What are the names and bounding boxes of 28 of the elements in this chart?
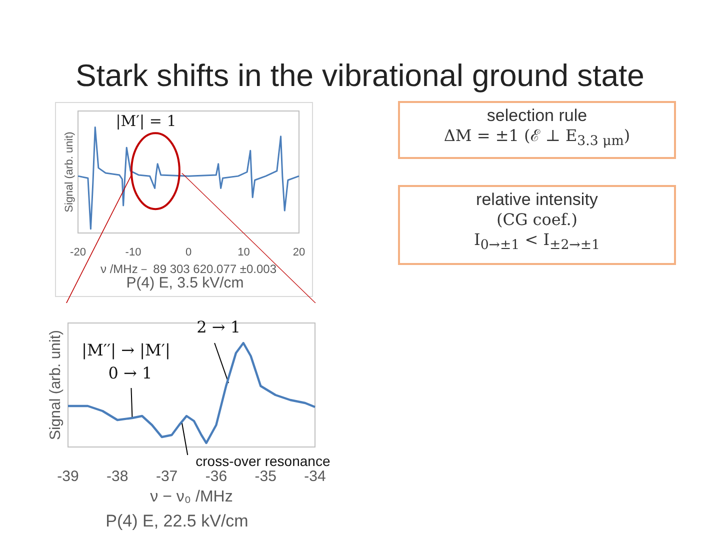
text: (CG coef.) <box>495 210 579 230</box>
y-axis-title: Signal (arb. unit) <box>64 132 76 212</box>
text: ΔM = ±1 (ℰ ⊥ E$_{3.3 μm}$) <box>442 126 632 152</box>
x-axis-title: ν − ν₀ /MHz <box>150 488 233 506</box>
chart-title: Stark shifts in the vibrational ground state <box>74 58 646 94</box>
text: relative intensity <box>475 190 599 210</box>
x-axis-title: ν /MHz－ 89 303 620.077 ±0.003 <box>100 262 277 276</box>
x-tick-label: 20 <box>292 246 306 258</box>
x-tick-label: 0 <box>185 246 192 258</box>
x-tick-label: -39 <box>57 468 79 485</box>
annotation: 2 → 1 <box>196 318 241 336</box>
x-tick-label: -35 <box>254 468 276 485</box>
x-tick-label: -37 <box>156 468 178 485</box>
y-axis-title: Signal (arb. unit) <box>47 330 64 440</box>
annotation: cross-over resonance <box>196 453 330 469</box>
x-tick-label: -20 <box>70 246 86 258</box>
text: P(4) E, 22.5 kV/cm <box>106 512 248 530</box>
x-tick-label: 10 <box>238 246 250 258</box>
annotation: 0 → 1 <box>108 364 152 382</box>
x-tick-label: -38 <box>106 468 128 485</box>
annotation: |M′′| → |M′| <box>82 340 170 360</box>
text: P(4) E, 3.5 kV/cm <box>126 274 244 292</box>
text: I$_{0→±1}$ < I$_{±2→±1}$ <box>473 230 601 256</box>
x-tick-label: -10 <box>125 246 142 258</box>
x-tick-label: -36 <box>205 468 228 485</box>
annotation: |M′| = 1 <box>116 112 176 130</box>
text: selection rule <box>486 106 588 126</box>
x-tick-label: -34 <box>304 468 326 485</box>
